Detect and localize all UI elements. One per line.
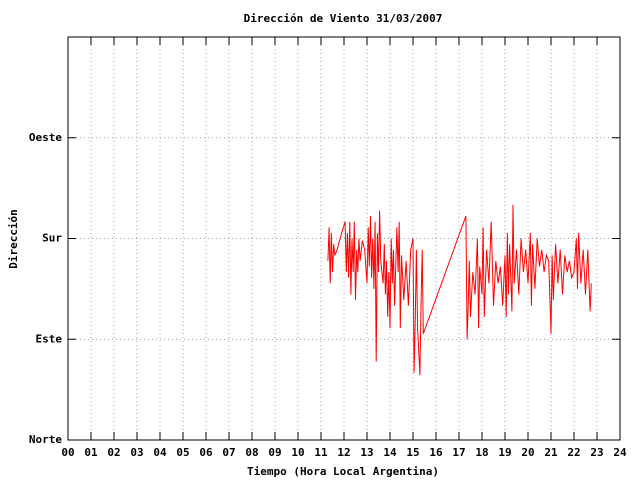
x-tick-label: 22 xyxy=(567,446,580,459)
y-tick-label: Oeste xyxy=(29,131,62,144)
x-tick-label: 18 xyxy=(475,446,488,459)
x-tick-label: 21 xyxy=(544,446,558,459)
y-tick-label: Norte xyxy=(29,433,62,446)
x-tick-label: 14 xyxy=(383,446,397,459)
x-tick-label: 11 xyxy=(314,446,328,459)
x-tick-label: 13 xyxy=(360,446,373,459)
x-tick-label: 23 xyxy=(590,446,603,459)
x-tick-label: 01 xyxy=(84,446,98,459)
plot-border xyxy=(67,36,621,441)
x-tick-label: 00 xyxy=(61,446,74,459)
x-tick-label: 06 xyxy=(199,446,213,459)
y-tick-label: Sur xyxy=(42,232,62,245)
x-tick-label: 05 xyxy=(176,446,189,459)
y-axis-label: Dirección xyxy=(7,209,20,269)
chart-title: Dirección de Viento 31/03/2007 xyxy=(244,12,443,25)
x-axis-label: Tiempo (Hora Local Argentina) xyxy=(247,465,439,478)
x-tick-label: 04 xyxy=(153,446,167,459)
x-tick-label: 08 xyxy=(245,446,258,459)
x-tick-label: 17 xyxy=(452,446,465,459)
x-tick-label: 20 xyxy=(521,446,534,459)
x-tick-label: 19 xyxy=(498,446,511,459)
x-tick-label: 02 xyxy=(107,446,120,459)
y-tick-label: Este xyxy=(36,332,63,345)
data-line xyxy=(327,204,592,376)
x-tick-label: 07 xyxy=(222,446,235,459)
x-tick-label: 24 xyxy=(613,446,627,459)
x-tick-label: 09 xyxy=(268,446,281,459)
x-tick-label: 15 xyxy=(406,446,419,459)
x-tick-label: 12 xyxy=(337,446,350,459)
x-tick-label: 16 xyxy=(429,446,443,459)
x-tick-label: 10 xyxy=(291,446,304,459)
x-tick-label: 03 xyxy=(130,446,143,459)
